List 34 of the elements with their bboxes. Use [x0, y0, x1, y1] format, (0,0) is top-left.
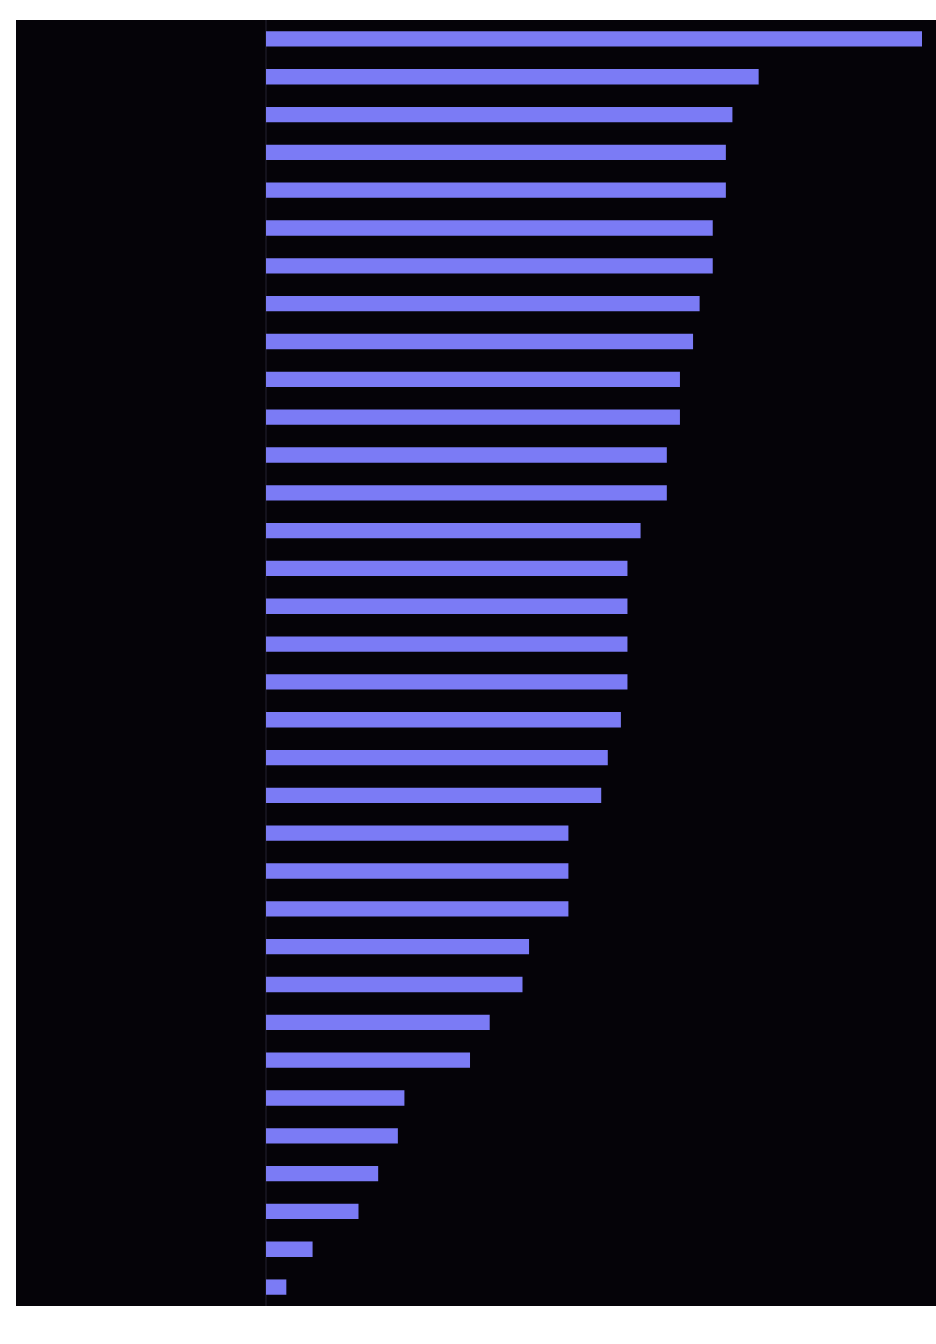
bar	[266, 1090, 405, 1106]
bar	[266, 485, 667, 501]
bar	[266, 712, 621, 728]
bar	[266, 1014, 490, 1030]
bar	[266, 560, 628, 577]
bar	[266, 598, 628, 614]
bar	[266, 1279, 287, 1295]
bar	[266, 863, 569, 879]
bar	[266, 409, 680, 425]
bar	[266, 333, 694, 350]
bar	[266, 1203, 359, 1220]
bar	[266, 939, 530, 955]
bar	[266, 106, 733, 123]
bar	[266, 825, 569, 841]
bar	[266, 447, 667, 463]
bar	[266, 901, 569, 917]
bar	[266, 787, 602, 804]
bar	[266, 1241, 313, 1257]
bar	[266, 1165, 379, 1182]
bar	[266, 371, 680, 387]
bar	[266, 636, 628, 652]
bar	[266, 182, 726, 198]
bar	[266, 976, 523, 993]
bar	[266, 144, 726, 161]
bar	[266, 1052, 471, 1068]
bar	[266, 674, 628, 690]
bar	[266, 522, 641, 539]
bar	[266, 220, 713, 236]
bar	[266, 31, 922, 47]
bar	[266, 258, 713, 274]
bar	[266, 69, 759, 85]
bar	[266, 296, 700, 312]
bar	[266, 749, 608, 766]
bar	[266, 1128, 398, 1144]
